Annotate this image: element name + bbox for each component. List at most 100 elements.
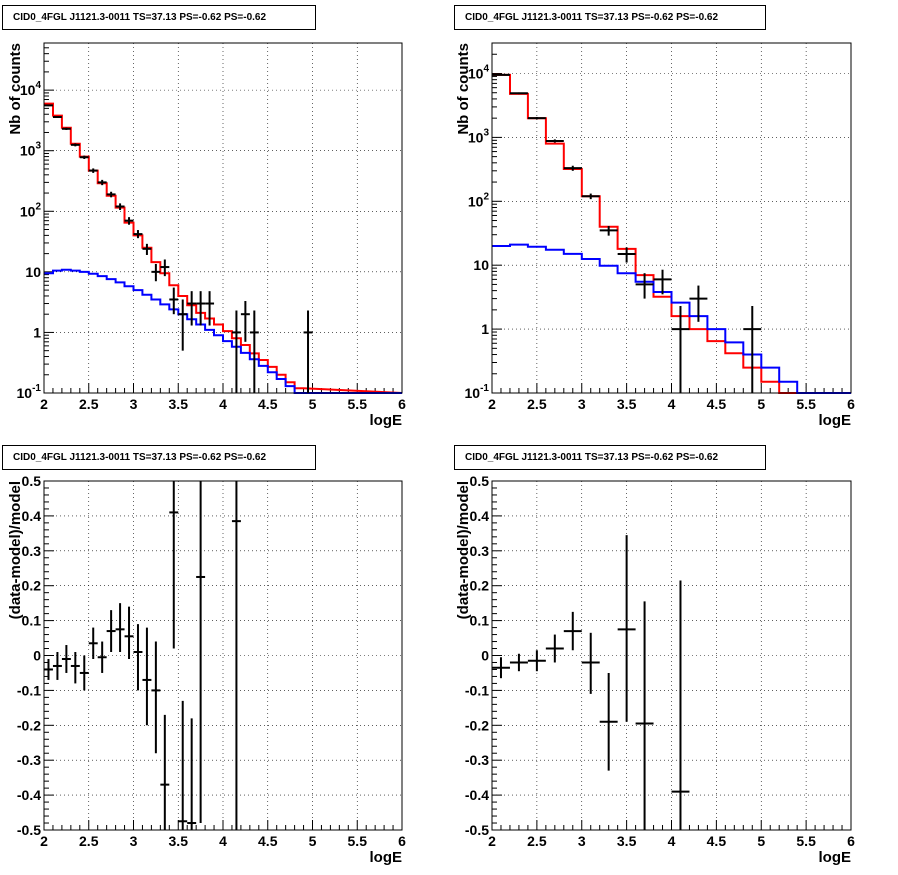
y-tick-label: 0.2 (470, 578, 490, 594)
data-point (492, 657, 510, 679)
panel-1: 2 2.5 3 3.5 4 4.5 5 5.5 610-1110102103104logENb … (7, 42, 406, 429)
data-point (44, 658, 53, 680)
y-tick-label: 10 (25, 264, 41, 280)
y-tick-label: 10 (473, 257, 489, 273)
x-tick-label: 4 (219, 396, 227, 412)
data-point (617, 535, 636, 722)
x-tick-label: 4 (668, 396, 676, 412)
data-point (231, 481, 241, 830)
y-tick-label: 10-1 (17, 383, 42, 401)
data-point (509, 653, 528, 672)
data-point (97, 641, 107, 673)
y-tick-label: 0.1 (470, 613, 490, 629)
data-point (106, 191, 116, 198)
y-tick-label: -0.3 (465, 752, 489, 768)
data-point (187, 291, 197, 326)
data-point (79, 155, 89, 159)
data-point (160, 259, 170, 277)
data-point (743, 305, 762, 393)
y-tick-label: 0.4 (470, 508, 490, 524)
plot-frame (491, 42, 852, 394)
x-tick-label: 3 (578, 396, 586, 412)
data-point (178, 299, 188, 351)
data-point (160, 714, 170, 830)
plot-frame (43, 480, 403, 831)
y-tick-label: 0 (481, 648, 489, 664)
total-model-line (44, 102, 403, 394)
data-point (124, 217, 134, 225)
data-point (492, 73, 510, 76)
x-tick-label: 3 (130, 396, 138, 412)
y-tick-label: 0 (33, 648, 41, 664)
data-point (563, 165, 582, 171)
data-point (178, 700, 188, 830)
y-tick-label: -0.4 (17, 787, 41, 803)
data-point (689, 285, 708, 322)
data-point (527, 117, 546, 120)
data-point (169, 287, 179, 315)
total-model-line (492, 73, 851, 394)
data-point (599, 672, 618, 771)
data-point (151, 263, 161, 282)
data-point (44, 104, 53, 107)
data-point (52, 652, 62, 680)
background-model-line (44, 268, 402, 394)
x-tick-label: 5.5 (796, 833, 816, 849)
y-axis-title: Nb of counts (7, 43, 24, 135)
y-tick-label: 0.2 (22, 578, 42, 594)
data-point (240, 301, 250, 342)
x-tick-label: 3.5 (617, 396, 637, 412)
data-point (581, 193, 600, 200)
y-tick-label: 103 (20, 141, 42, 159)
x-tick-label: 6 (847, 396, 855, 412)
y-tick-label: 1 (481, 321, 489, 337)
panel-4: 2 2.5 3 3.5 4 4.5 5 5.5 6 -0.5 -0.4 -0.3 -0.2 -0.1 0 0.… (455, 473, 855, 866)
y-tick-label: 1 (33, 324, 41, 340)
x-tick-label: 5.5 (796, 396, 816, 412)
x-tick-label: 3.5 (169, 833, 189, 849)
data-point (70, 652, 80, 684)
y-tick-label: -0.2 (465, 717, 489, 733)
y-tick-label: 0.5 (22, 473, 42, 489)
y-axis-title: (data-model)/model (455, 481, 472, 619)
x-tick-label: 3.5 (169, 396, 189, 412)
x-axis-title: logE (819, 412, 852, 429)
data-point (303, 310, 313, 393)
y-axis-title: (data-model)/model (7, 481, 24, 619)
x-tick-label: 4.5 (707, 833, 727, 849)
data-point (671, 580, 690, 830)
x-tick-label: 5 (757, 833, 765, 849)
y-tick-label: 0.1 (22, 613, 42, 629)
data-point (133, 624, 143, 691)
x-tick-label: 3 (578, 833, 586, 849)
x-tick-label: 2 (488, 833, 496, 849)
x-tick-label: 5.5 (348, 396, 368, 412)
y-tick-label: -0.4 (465, 787, 489, 803)
y-tick-label: -0.3 (17, 752, 41, 768)
plot-frame (43, 42, 403, 394)
panel-1-title: CID0_4FGL J1121.3-0011 TS=37.13 PS=-0.62… (2, 5, 316, 30)
x-axis-title: logE (819, 849, 852, 866)
y-tick-label: -0.5 (465, 822, 489, 838)
data-point (249, 310, 259, 393)
plot-frame (491, 480, 852, 831)
x-axis-title: logE (370, 412, 403, 429)
data-point (142, 627, 152, 726)
y-tick-label: -0.1 (465, 682, 489, 698)
data-point (88, 168, 98, 173)
x-tick-label: 3 (130, 833, 138, 849)
panel-3: 2 2.5 3 3.5 4 4.5 5 5.5 6 -0.5 -0.4 -0.3 -0.2 -0.1 0 0.… (7, 473, 406, 866)
x-tick-label: 3.5 (617, 833, 637, 849)
data-point (196, 481, 206, 824)
data-point (671, 305, 690, 393)
x-tick-label: 4 (219, 833, 227, 849)
panel-2-title: CID0_4FGL J1121.3-0011 TS=37.13 PS=-0.62… (454, 5, 766, 30)
data-point (106, 610, 116, 653)
y-tick-label: 0.5 (470, 473, 490, 489)
data-point (581, 632, 600, 694)
data-point (115, 203, 125, 210)
x-tick-label: 2.5 (79, 833, 99, 849)
data-point (599, 226, 618, 236)
x-tick-label: 2 (40, 396, 48, 412)
data-point (142, 243, 152, 255)
